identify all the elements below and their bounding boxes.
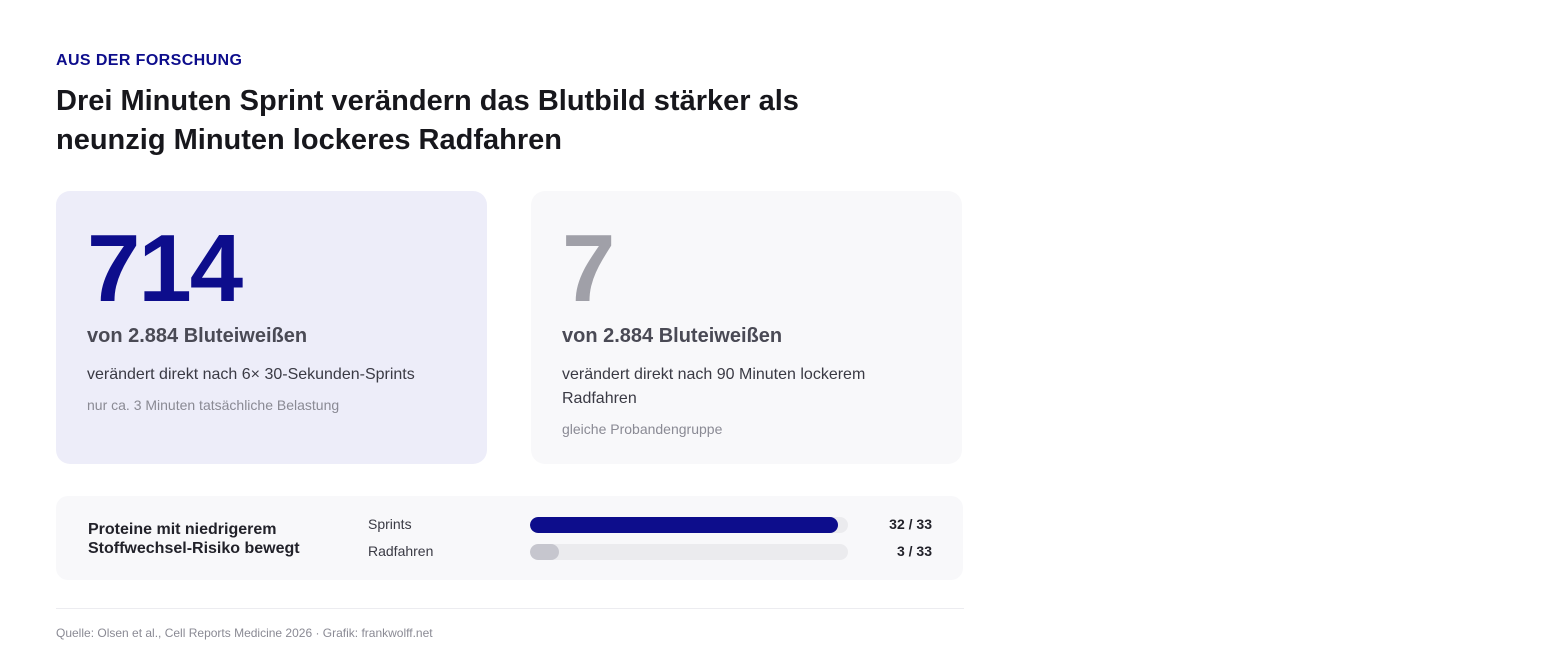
stat-card-sprints: 714 von 2.884 Bluteiweißen verändert dir… [56,191,487,464]
stat-number-cycling: 7 [562,215,615,322]
bar-label: Radfahren [368,543,434,559]
bar-value-label: 32 / 33 [889,516,932,532]
bar-chart-title: Proteine mit niedrigerem Stoffwechsel-Ri… [88,521,300,557]
stat-of-text-sprints: von 2.884 Bluteiweißen [87,325,308,347]
source-credit: Quelle: Olsen et al., Cell Reports Medic… [56,626,433,640]
stat-note-sprints: nur ca. 3 Minuten tatsächliche Belastung [87,397,340,413]
stat-note-cycling: gleiche Probandengruppe [562,421,723,437]
bar-chart-panel: Proteine mit niedrigerem Stoffwechsel-Ri… [56,496,963,580]
bar-track [530,517,848,533]
bar-row-sprints: Sprints 32 / 33 [368,515,932,535]
stat-card-cycling: 7 von 2.884 Bluteiweißen verändert direk… [531,191,962,464]
stat-of-text-cycling: von 2.884 Bluteiweißen [562,325,783,347]
kicker: AUS DER FORSCHUNG [56,52,243,69]
bar-fill-cycling [530,544,559,560]
stat-description-text: verändert direkt nach 90 Minuten lockere… [562,366,866,407]
bar-row-cycling: Radfahren 3 / 33 [368,542,932,562]
headline: Drei Minuten Sprint verändern das Blutbi… [56,85,799,156]
bar-fill-sprints [530,517,838,533]
stat-number-sprints: 714 [87,215,243,322]
bar-label: Sprints [368,516,412,532]
divider [56,608,964,609]
bar-track [530,544,848,560]
bar-value-label: 3 / 33 [896,543,932,559]
stat-description-sprints: verändert direkt nach 6× 30-Sekunden-Spr… [87,363,447,417]
stat-description-cycling: verändert direkt nach 90 Minuten lockere… [562,363,922,441]
stat-description-text: verändert direkt nach 6× 30-Sekunden-Spr… [87,366,415,383]
